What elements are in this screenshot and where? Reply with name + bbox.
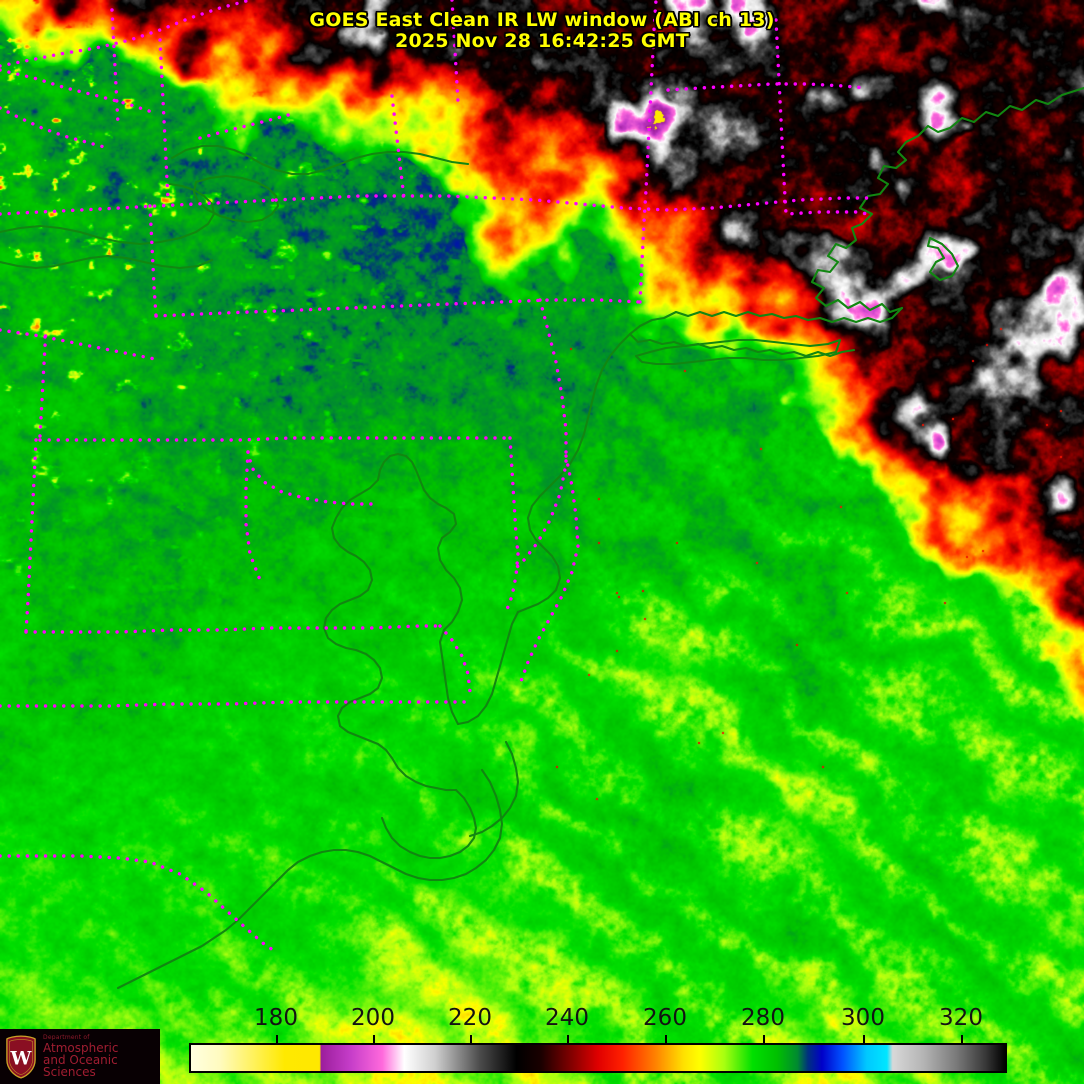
coastline-path xyxy=(322,478,458,792)
state-border-path xyxy=(274,194,872,212)
colorbar-tick-label: 260 xyxy=(643,1005,687,1031)
colorbar-tick xyxy=(276,1035,278,1044)
coastline-path xyxy=(810,86,1084,314)
state-border-path xyxy=(0,700,472,708)
colorbar-tick-label: 200 xyxy=(351,1005,395,1031)
state-border-path xyxy=(390,94,406,200)
logo-name-line2: and Oceanic Sciences xyxy=(43,1053,118,1079)
colorbar-tick xyxy=(470,1035,472,1044)
state-border-path xyxy=(0,0,252,68)
state-border-path xyxy=(158,38,170,202)
colorbar-tick xyxy=(863,1035,865,1044)
coastline-path xyxy=(0,182,216,246)
colorbar-tick-label: 240 xyxy=(545,1005,589,1031)
state-border-path xyxy=(774,18,870,216)
state-border-path xyxy=(110,8,120,126)
state-border-path xyxy=(638,0,658,304)
state-border-path xyxy=(244,450,262,582)
state-border-path xyxy=(24,624,442,634)
state-border-path xyxy=(246,450,378,506)
state-border-path xyxy=(0,106,110,150)
state-border-path xyxy=(148,204,158,318)
state-border-path xyxy=(666,82,868,92)
state-border-path xyxy=(198,112,294,140)
colorbar-tick-labels: 180 200 220 240 260 280 300 320 xyxy=(0,1005,1084,1035)
colorbar-tick-label: 220 xyxy=(448,1005,492,1031)
state-border-path xyxy=(510,298,568,574)
state-border-path xyxy=(504,552,520,614)
colorbar-gradient xyxy=(189,1043,1007,1073)
state-border-path xyxy=(24,438,38,634)
coastline-path xyxy=(468,740,520,838)
coastline-path xyxy=(116,768,504,990)
colorbar-tick xyxy=(373,1035,375,1044)
uw-aos-logo: W Department of Atmospheric and Oceanic … xyxy=(0,1029,160,1084)
state-border-path xyxy=(450,0,460,104)
state-border-path xyxy=(0,328,162,362)
coastline-path xyxy=(0,254,214,270)
state-border-path xyxy=(38,326,48,438)
colorbar-tick-marks xyxy=(189,1035,1007,1044)
colorbar-tick-label: 180 xyxy=(254,1005,298,1031)
colorbar xyxy=(189,1043,1007,1073)
coastline-path xyxy=(456,610,520,726)
uw-crest-icon: W xyxy=(6,1034,36,1079)
coastline-path xyxy=(170,144,470,176)
state-border-path xyxy=(438,624,472,694)
coastline-path xyxy=(376,452,464,726)
state-border-path xyxy=(0,68,154,114)
logo-text-block: Department of Atmospheric and Oceanic Sc… xyxy=(43,1034,160,1079)
coastline-path xyxy=(380,788,478,860)
colorbar-tick-label: 320 xyxy=(939,1005,983,1031)
state-border-path xyxy=(154,298,642,318)
colorbar-tick xyxy=(665,1035,667,1044)
state-border-path xyxy=(508,436,520,556)
coastline-path xyxy=(628,306,904,358)
colorbar-tick-label: 300 xyxy=(841,1005,885,1031)
coastline-path xyxy=(634,338,842,366)
coastline-path xyxy=(516,332,632,614)
coastline-path xyxy=(926,236,960,282)
state-border-path xyxy=(0,854,278,954)
state-border-path xyxy=(518,454,580,686)
colorbar-tick xyxy=(567,1035,569,1044)
colorbar-tick xyxy=(763,1035,765,1044)
state-border-path xyxy=(0,198,278,216)
colorbar-tick xyxy=(961,1035,963,1044)
state-border-path xyxy=(38,436,512,442)
logo-name-line1: Atmospheric xyxy=(43,1041,119,1055)
colorbar-tick-label: 280 xyxy=(741,1005,785,1031)
logo-department-label: Department of xyxy=(43,1034,90,1041)
coastline-path xyxy=(192,174,280,224)
svg-text:W: W xyxy=(10,1048,33,1069)
